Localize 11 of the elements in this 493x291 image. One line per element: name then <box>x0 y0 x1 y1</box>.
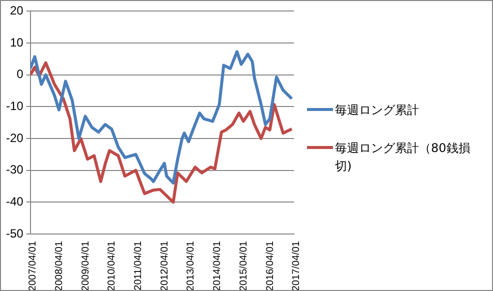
y-tick-label: -50 <box>6 226 24 240</box>
y-tick-label: -40 <box>6 194 24 208</box>
y-tick-label: 10 <box>10 35 24 50</box>
y-tick-label: -10 <box>6 99 24 113</box>
y-tick-label: -30 <box>6 162 24 177</box>
legend-label: 毎週ロング累計 <box>335 102 419 119</box>
y-tick-label: 0 <box>16 67 24 82</box>
legend-label: 毎週ロング累計（80銭損切) <box>335 140 472 175</box>
y-tick-label: -20 <box>6 130 24 145</box>
y-tick-label: 20 <box>10 4 24 18</box>
x-tick-label: 2011/04/01 <box>132 240 144 290</box>
